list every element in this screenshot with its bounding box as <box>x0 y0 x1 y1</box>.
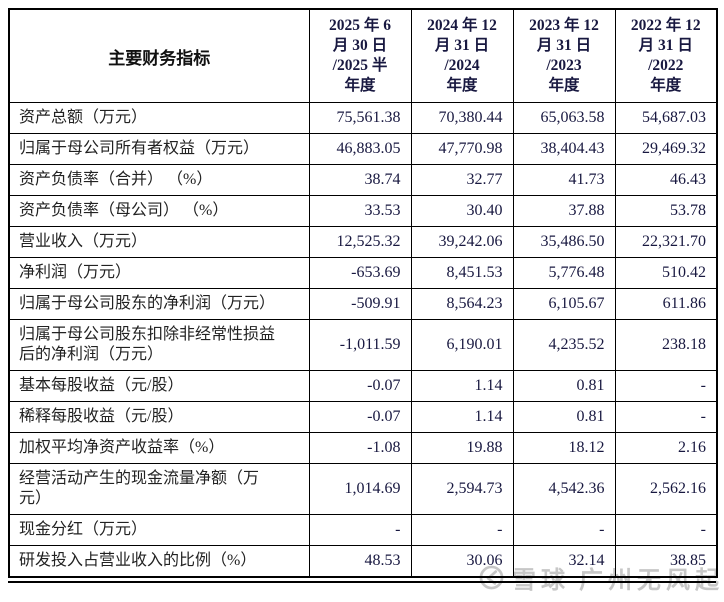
row-value: 54,687.03 <box>614 102 718 134</box>
row-value: - <box>512 514 616 546</box>
row-value: -0.07 <box>308 401 412 433</box>
row-value: - <box>410 514 514 546</box>
table-header: 主要财务指标 2025 年 6 月 30 日 /2025 半 年度 2024 年… <box>8 8 718 103</box>
column-header-2022: 2022 年 12 月 31 日 /2022 年度 <box>614 8 718 103</box>
financial-indicators-table: 主要财务指标 2025 年 6 月 30 日 /2025 半 年度 2024 年… <box>8 8 718 578</box>
row-value: 18.12 <box>512 432 616 464</box>
row-value: - <box>614 514 718 546</box>
row-label: 资产总额（万元） <box>8 102 310 134</box>
row-label: 加权平均净资产收益率（%） <box>8 432 310 464</box>
row-label: 资产负债率（母公司） （%） <box>8 195 310 227</box>
row-value: 35,486.50 <box>512 226 616 258</box>
row-label: 归属于母公司股东扣除非经常性损益 后的净利润（万元） <box>8 319 310 371</box>
row-value: 2.16 <box>614 432 718 464</box>
financial-table-body: 资产总额（万元） 75,561.38 70,380.44 65,063.58 54,68… <box>8 102 718 578</box>
row-label: 稀释每股收益（元/股） <box>8 401 310 433</box>
row-value: 53.78 <box>614 195 718 227</box>
row-value: 38,404.43 <box>512 133 616 165</box>
row-value: 12,525.32 <box>308 226 412 258</box>
row-value: -653.69 <box>308 257 412 289</box>
row-value: 8,451.53 <box>410 257 514 289</box>
table-row: 研发投入占营业收入的比例（%） 48.53 30.06 32.14 38.85 <box>8 545 718 578</box>
row-value: -1,011.59 <box>308 319 412 371</box>
table-row: 资产负债率（母公司） （%） 33.53 30.40 37.88 53.78 <box>8 195 718 227</box>
row-value: 41.73 <box>512 164 616 196</box>
table-row: 经营活动产生的现金流量净额（万 元） 1,014.69 2,594.73 4,542.… <box>8 463 718 515</box>
table-row: 加权平均净资产收益率（%） -1.08 19.88 18.12 2.16 <box>8 432 718 464</box>
row-value: 29,469.32 <box>614 133 718 165</box>
column-header-2025-h1: 2025 年 6 月 30 日 /2025 半 年度 <box>308 8 412 103</box>
row-value: 6,105.67 <box>512 288 616 320</box>
row-value: 38.85 <box>614 545 718 578</box>
table-row: 基本每股收益（元/股） -0.07 1.14 0.81- <box>8 370 718 402</box>
row-value: 19.88 <box>410 432 514 464</box>
row-value: 48.53 <box>308 545 412 578</box>
row-value: - <box>614 370 718 402</box>
row-label: 经营活动产生的现金流量净额（万 元） <box>8 463 310 515</box>
row-value: -1.08 <box>308 432 412 464</box>
row-value: 510.42 <box>614 257 718 289</box>
row-label: 现金分红（万元） <box>8 514 310 546</box>
row-value: -0.07 <box>308 370 412 402</box>
table-row: 归属于母公司股东的净利润（万元） -509.91 8,564.23 6,105.67 6… <box>8 288 718 320</box>
financial-table-container: 主要财务指标 2025 年 6 月 30 日 /2025 半 年度 2024 年… <box>8 8 718 583</box>
table-corner-header: 主要财务指标 <box>8 8 310 103</box>
row-value: 2,562.16 <box>614 463 718 515</box>
row-value: 70,380.44 <box>410 102 514 134</box>
row-value: 75,561.38 <box>308 102 412 134</box>
row-value: 1.14 <box>410 401 514 433</box>
row-value: 8,564.23 <box>410 288 514 320</box>
row-value: - <box>614 401 718 433</box>
row-label: 归属于母公司所有者权益（万元） <box>8 133 310 165</box>
row-value: 4,235.52 <box>512 319 616 371</box>
row-label: 基本每股收益（元/股） <box>8 370 310 402</box>
row-label: 归属于母公司股东的净利润（万元） <box>8 288 310 320</box>
row-value: 6,190.01 <box>410 319 514 371</box>
row-value: 37.88 <box>512 195 616 227</box>
row-value: 0.81 <box>512 401 616 433</box>
row-value: 1.14 <box>410 370 514 402</box>
row-label: 资产负债率（合并） （%） <box>8 164 310 196</box>
row-value: 33.53 <box>308 195 412 227</box>
row-value: 47,770.98 <box>410 133 514 165</box>
table-row: 归属于母公司股东扣除非经常性损益 后的净利润（万元） -1,011.59 6,190… <box>8 319 718 371</box>
row-value: 238.18 <box>614 319 718 371</box>
row-value: -509.91 <box>308 288 412 320</box>
row-value: 30.40 <box>410 195 514 227</box>
row-value: 46,883.05 <box>308 133 412 165</box>
row-value: 32.77 <box>410 164 514 196</box>
row-value: 4,542.36 <box>512 463 616 515</box>
row-label: 净利润（万元） <box>8 257 310 289</box>
row-value: 65,063.58 <box>512 102 616 134</box>
table-header-row: 主要财务指标 2025 年 6 月 30 日 /2025 半 年度 2024 年… <box>8 8 718 103</box>
column-header-2023: 2023 年 12 月 31 日 /2023 年度 <box>512 8 616 103</box>
table-row: 归属于母公司所有者权益（万元） 46,883.05 47,770.98 38,404.… <box>8 133 718 165</box>
table-row: 资产负债率（合并） （%） 38.74 32.77 41.73 46.43 <box>8 164 718 196</box>
table-row: 营业收入（万元） 12,525.32 39,242.06 35,486.50 22,32… <box>8 226 718 258</box>
row-label: 研发投入占营业收入的比例（%） <box>8 545 310 578</box>
row-value: 611.86 <box>614 288 718 320</box>
table-row: 资产总额（万元） 75,561.38 70,380.44 65,063.58 54,68… <box>8 102 718 134</box>
row-label: 营业收入（万元） <box>8 226 310 258</box>
table-row: 现金分红（万元） - - - - <box>8 514 718 546</box>
table-row: 稀释每股收益（元/股） -0.07 1.14 0.81- <box>8 401 718 433</box>
row-value: 0.81 <box>512 370 616 402</box>
row-value: 2,594.73 <box>410 463 514 515</box>
table-row: 净利润（万元） -653.69 8,451.53 5,776.48 510.42 <box>8 257 718 289</box>
row-value: 32.14 <box>512 545 616 578</box>
row-value: 38.74 <box>308 164 412 196</box>
row-value: - <box>308 514 412 546</box>
row-value: 39,242.06 <box>410 226 514 258</box>
row-value: 1,014.69 <box>308 463 412 515</box>
row-value: 5,776.48 <box>512 257 616 289</box>
row-value: 22,321.70 <box>614 226 718 258</box>
row-value: 46.43 <box>614 164 718 196</box>
column-header-2024: 2024 年 12 月 31 日 /2024 年度 <box>410 8 514 103</box>
row-value: 30.06 <box>410 545 514 578</box>
